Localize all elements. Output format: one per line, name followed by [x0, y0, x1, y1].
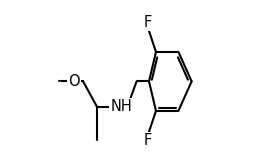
- Text: F: F: [144, 133, 152, 148]
- Text: F: F: [144, 15, 152, 30]
- Text: methoxy: methoxy: [52, 81, 58, 82]
- Text: NH: NH: [110, 100, 132, 114]
- Text: methoxy: methoxy: [56, 81, 62, 82]
- Text: O: O: [68, 74, 80, 89]
